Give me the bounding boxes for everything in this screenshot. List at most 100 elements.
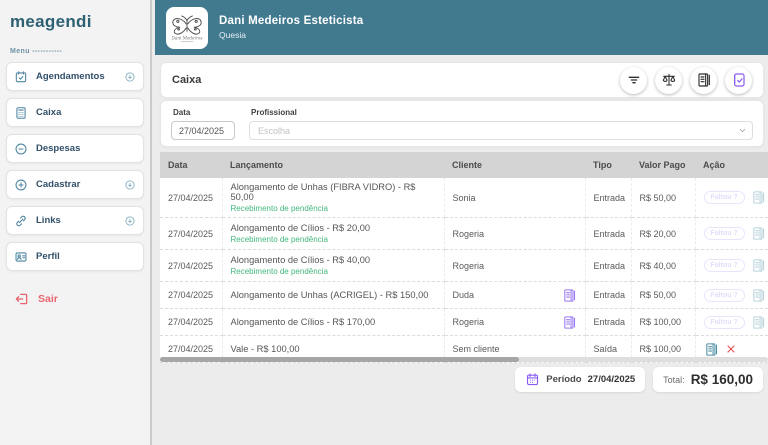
butterfly-logo-icon (170, 14, 203, 42)
checklist-button[interactable] (725, 66, 752, 94)
sidebar-item-caixa[interactable]: Caixa (6, 98, 144, 127)
sidebar-item-label: Agendamentos (36, 71, 105, 82)
id-card-icon (15, 251, 27, 262)
receipt-icon[interactable] (751, 190, 766, 205)
col-header-acao: Ação (695, 152, 768, 178)
cell-date: 27/04/2025 (160, 308, 222, 336)
professional-select[interactable]: Escolha (249, 121, 753, 140)
cell-client: Rogeria (452, 317, 485, 327)
sidebar-divider (150, 0, 152, 445)
cell-client: Duda (452, 290, 475, 300)
caixa-toolbar: Caixa (160, 62, 764, 98)
receipt-icon[interactable] (751, 315, 766, 330)
filter-icon (628, 76, 639, 84)
pending-receipt-note: Recebimento de pendência (230, 235, 328, 244)
chevron-down-icon (739, 129, 746, 132)
col-header-lancamento: Lançamento (222, 152, 444, 178)
table-row: 27/04/2025 Alongamento de Unhas (FIBRA V… (160, 178, 768, 218)
horizontal-scrollbar[interactable] (160, 357, 768, 362)
client-receipt-icon[interactable] (562, 315, 577, 330)
cell-entry: Alongamento de Unhas (ACRIGEL) - R$ 150,… (230, 290, 429, 300)
user-name: Quesia (219, 30, 246, 40)
cell-date: 27/04/2025 (160, 249, 222, 282)
minus-circle-icon (15, 143, 27, 154)
summary-bar: Período 27/04/2025 Total: R$ 160,00 (515, 367, 763, 392)
cell-client: Rogeria (443, 249, 585, 282)
cell-entry: Alongamento de Unhas (FIBRA VIDRO) - R$ … (230, 182, 416, 202)
sidebar-item-label: Despesas (36, 143, 81, 154)
cell-paid: R$ 100,00 (630, 308, 695, 336)
cell-date: 27/04/2025 (160, 178, 222, 218)
table-header-row: Data Lançamento Cliente Tipo Valor Pago … (160, 152, 768, 178)
expand-circle-icon[interactable] (124, 215, 136, 227)
balance-button[interactable] (655, 66, 682, 94)
date-filter-label: Data (173, 108, 191, 117)
calculator-icon (16, 106, 26, 119)
business-name: Dani Medeiros Esteticista (219, 15, 364, 27)
sidebar-item-agendamentos[interactable]: Agendamentos (6, 62, 144, 91)
ledger-icon (697, 73, 710, 87)
expand-circle-icon[interactable] (124, 179, 136, 191)
cell-date: 27/04/2025 (160, 281, 222, 309)
balance-scales-icon (662, 73, 675, 86)
period-label: Período (546, 374, 582, 385)
sidebar-item-label: Perfil (36, 251, 60, 262)
receipt-icon[interactable] (751, 226, 766, 241)
client-receipt-icon[interactable] (562, 288, 577, 303)
cell-type: Entrada (584, 217, 631, 250)
professional-select-placeholder: Escolha (258, 125, 291, 136)
sidebar-item-label: Links (36, 215, 61, 226)
sidebar-item-cadastrar[interactable]: Cadastrar (6, 170, 144, 199)
professional-filter-label: Profissional (251, 108, 297, 117)
receipt-icon[interactable] (751, 288, 766, 303)
page-title: Caixa (172, 74, 202, 86)
total-badge: Total: R$ 160,00 (653, 367, 763, 392)
col-header-cliente: Cliente (444, 152, 585, 178)
sidebar-item-links[interactable]: Links (6, 206, 144, 235)
filters-panel: Data Profissional Escolha (160, 100, 764, 147)
missed-button[interactable]: Faltou ? (703, 191, 745, 204)
cell-entry: Alongamento de Cílios - R$ 20,00 (230, 223, 371, 233)
cell-paid: R$ 50,00 (630, 178, 695, 218)
period-value: 27/04/2025 (587, 374, 636, 385)
col-header-valor-pago: Valor Pago (631, 152, 695, 178)
cell-client: Rogeria (443, 217, 585, 250)
delete-icon[interactable] (725, 343, 737, 355)
cell-client: Sonia (443, 178, 585, 218)
cell-paid: R$ 50,00 (630, 281, 695, 309)
filter-button[interactable] (620, 66, 647, 94)
menu-section-label: Menu ----------- (10, 48, 63, 55)
total-label: Total: (663, 374, 685, 385)
missed-button[interactable]: Faltou ? (703, 227, 745, 240)
sidebar-item-despesas[interactable]: Despesas (6, 134, 144, 163)
receipt-icon[interactable] (704, 342, 719, 357)
scrollbar-thumb[interactable] (160, 357, 519, 362)
table-row: 27/04/2025 Alongamento de Cílios - R$ 20… (160, 217, 768, 250)
cell-paid: R$ 40,00 (630, 249, 695, 282)
period-badge: Período 27/04/2025 (515, 367, 646, 392)
cell-date: 27/04/2025 (160, 217, 222, 250)
expand-circle-icon[interactable] (124, 71, 136, 83)
cell-type: Entrada (584, 308, 631, 336)
cell-type: Entrada (584, 249, 631, 282)
date-filter-input[interactable] (171, 121, 235, 140)
plus-circle-icon (15, 179, 27, 190)
logout-icon (15, 293, 28, 305)
logout-button[interactable]: Sair (14, 291, 144, 307)
missed-button[interactable]: Faltou ? (703, 288, 745, 302)
table-row: 27/04/2025 Alongamento de Unhas (ACRIGEL… (160, 281, 768, 309)
sidebar-item-perfil[interactable]: Perfil (6, 242, 144, 271)
missed-button[interactable]: Faltou ? (703, 315, 745, 329)
logout-label: Sair (38, 293, 58, 305)
checklist-icon (733, 73, 745, 87)
sidebar-item-label: Cadastrar (36, 179, 81, 190)
brand-logo: meagendi (10, 12, 92, 31)
cell-type: Entrada (584, 281, 631, 309)
total-value: R$ 160,00 (690, 372, 753, 387)
receipt-icon[interactable] (751, 258, 766, 273)
cell-entry: Alongamento de Cílios - R$ 40,00 (230, 255, 371, 265)
link-icon (16, 215, 26, 226)
cell-type: Entrada (584, 178, 631, 218)
missed-button[interactable]: Faltou ? (703, 259, 745, 272)
ledger-button[interactable] (690, 66, 717, 94)
